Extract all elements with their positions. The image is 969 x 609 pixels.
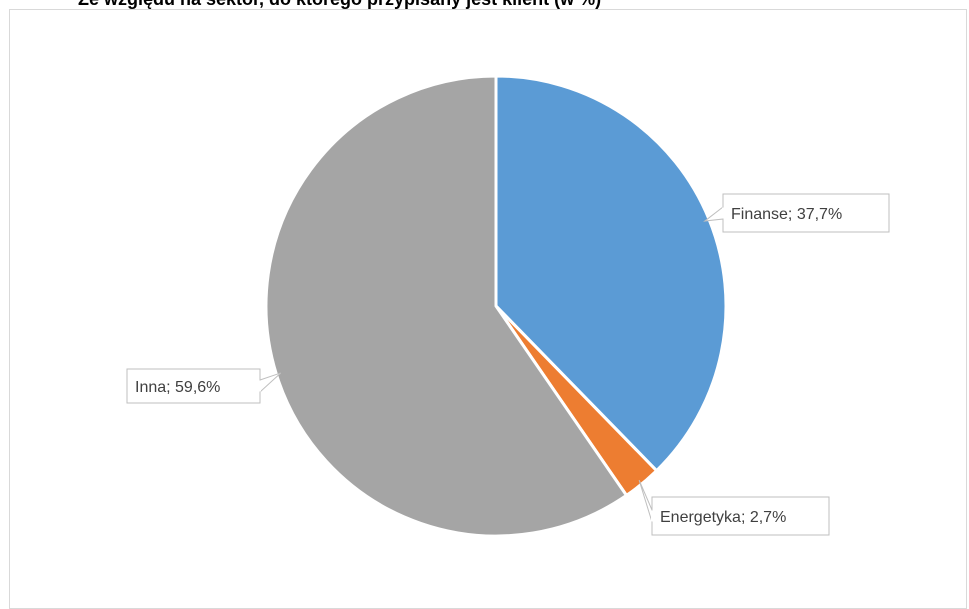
label-box <box>126 368 261 404</box>
label-pointer <box>638 479 653 523</box>
chart-title: Ze względu na sektor, do którego przypis… <box>78 0 601 10</box>
data-label-text: Finanse; 37,7% <box>731 206 842 223</box>
label-box <box>651 496 830 536</box>
data-label-finanse: Finanse; 37,7% <box>703 193 890 233</box>
data-label-energetyka: Energetyka; 2,7% <box>638 479 830 536</box>
data-label-text: Energetyka; 2,7% <box>660 509 786 526</box>
data-label-text: Inna; 59,6% <box>135 379 220 396</box>
label-box <box>722 193 890 233</box>
data-label-inna: Inna; 59,6% <box>126 368 282 404</box>
